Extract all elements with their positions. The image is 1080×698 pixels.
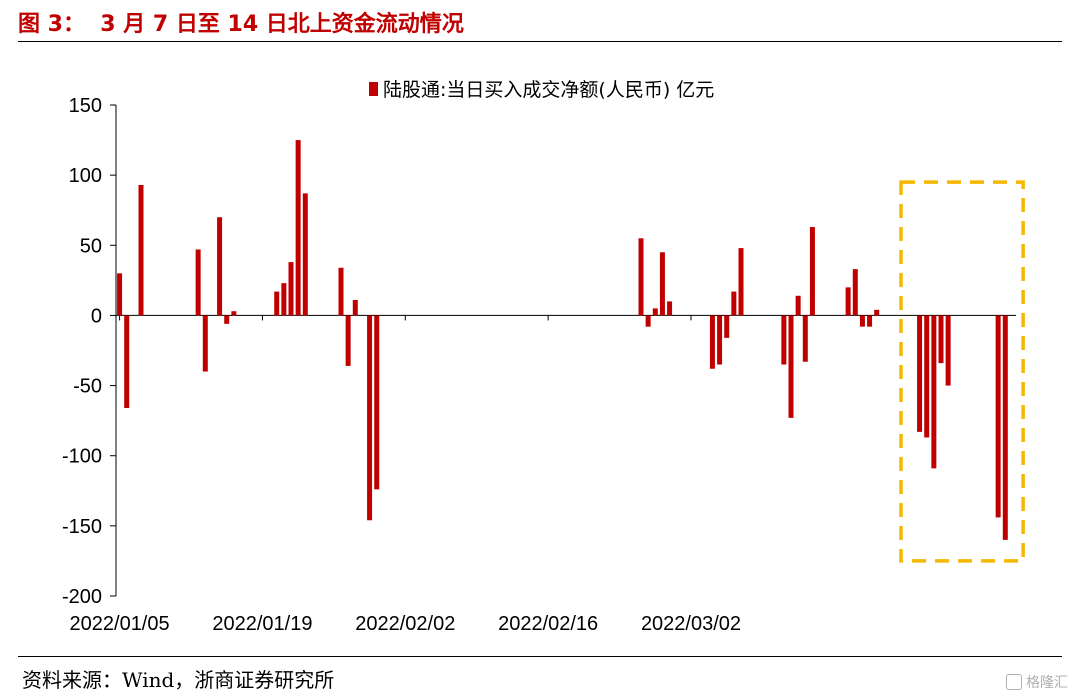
source-note: 资料来源：Wind，浙商证券研究所 xyxy=(22,668,335,692)
bar xyxy=(281,283,287,316)
bar xyxy=(917,315,923,432)
bar xyxy=(288,262,294,316)
bar xyxy=(224,315,230,324)
highlight-rect xyxy=(899,180,1025,563)
highlight-box xyxy=(899,180,1025,563)
bar xyxy=(709,315,715,369)
y-tick-label: -200 xyxy=(62,586,102,608)
bar xyxy=(659,252,665,316)
bar xyxy=(945,315,951,386)
y-tick-label: -50 xyxy=(73,376,102,398)
bar xyxy=(138,184,144,316)
bar xyxy=(202,315,208,372)
bar xyxy=(338,267,344,316)
footer-divider xyxy=(18,656,1062,657)
watermark-icon xyxy=(1006,674,1022,690)
bar xyxy=(795,295,801,316)
y-axis: 150 100 50 0 -50 -100 -150 -200 xyxy=(62,95,117,608)
y-tick-label: 150 xyxy=(69,95,102,117)
bar xyxy=(867,315,873,327)
bar xyxy=(231,311,237,316)
y-tick-label: -100 xyxy=(62,446,102,468)
x-axis: 2022/01/05 2022/01/19 2022/02/02 2022/02/16… xyxy=(70,314,1016,635)
x-tick-label: 2022/02/16 xyxy=(498,613,598,635)
bar xyxy=(367,315,373,521)
bar xyxy=(859,315,865,327)
legend-swatch xyxy=(369,82,378,96)
bar xyxy=(924,315,930,438)
bar xyxy=(809,227,815,316)
y-tick-label: 100 xyxy=(69,165,102,187)
bar xyxy=(788,315,794,418)
bar xyxy=(995,315,1001,518)
bar xyxy=(781,315,787,365)
bar xyxy=(931,315,937,469)
y-tick-label: -150 xyxy=(62,516,102,538)
legend-label: 陆股通:当日买入成交净额(人民币) 亿元 xyxy=(383,79,714,101)
bar xyxy=(217,217,223,316)
bar xyxy=(652,308,658,316)
y-tick-label: 0 xyxy=(91,305,102,327)
bar xyxy=(124,315,130,409)
title-divider xyxy=(18,41,1062,42)
bar xyxy=(274,291,280,316)
bar xyxy=(724,315,730,338)
legend: 陆股通:当日买入成交净额(人民币) 亿元 xyxy=(369,79,714,101)
bar xyxy=(874,309,880,316)
x-tick-label: 2022/03/02 xyxy=(641,613,741,635)
watermark: 格隆汇 xyxy=(1006,672,1068,692)
bars xyxy=(117,140,1008,540)
bar xyxy=(117,273,123,316)
bar xyxy=(738,248,744,316)
bar xyxy=(638,238,644,316)
bar xyxy=(731,291,737,316)
bar xyxy=(645,315,651,327)
bar-chart: 陆股通:当日买入成交净额(人民币) 亿元 150 100 50 0 -50 -100 -15… xyxy=(62,79,1025,635)
x-tick-label: 2022/01/05 xyxy=(70,613,170,635)
bar xyxy=(938,315,944,364)
x-tick-label: 2022/02/02 xyxy=(355,613,455,635)
x-tick-label: 2022/01/19 xyxy=(212,613,312,635)
bar xyxy=(717,315,723,365)
bar xyxy=(352,300,358,316)
bar xyxy=(295,140,301,316)
watermark-text: 格隆汇 xyxy=(1026,675,1068,691)
figure-title: 图 3： 3 月 7 日至 14 日北上资金流动情况 xyxy=(18,12,464,37)
bar xyxy=(802,315,808,362)
bar xyxy=(374,315,380,490)
bar xyxy=(195,249,201,316)
y-tick-label: 50 xyxy=(80,235,102,257)
bar xyxy=(302,193,308,316)
bar xyxy=(345,315,351,366)
bar xyxy=(852,269,858,316)
bar xyxy=(1002,315,1008,540)
bar xyxy=(845,287,851,316)
bar xyxy=(667,301,673,316)
